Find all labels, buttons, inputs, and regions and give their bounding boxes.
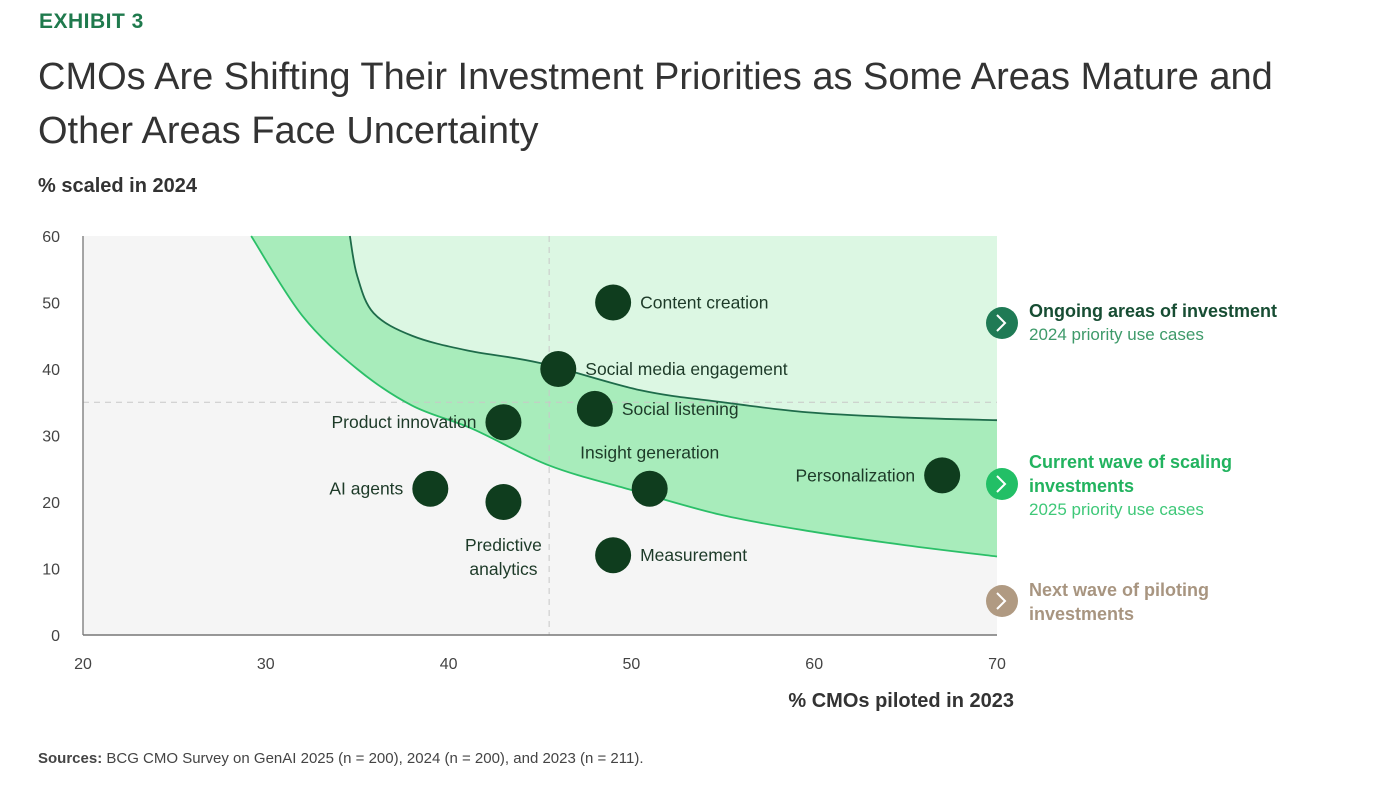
legend-title: Current wave of scaling investments [1029,452,1233,496]
x-tick-label: 70 [988,656,1006,673]
y-tick-label: 10 [42,562,60,579]
y-tick-label: 20 [42,495,60,512]
y-tick-label: 30 [42,429,60,446]
x-tick-label: 40 [440,656,458,673]
legend-item-next: Next wave of piloting investments [1029,578,1249,626]
x-tick-label: 50 [623,656,641,673]
chevron-right-icon [996,475,1007,493]
source-note: Sources: BCG CMO Survey on GenAI 2025 (n… [38,750,644,767]
data-point [631,470,668,507]
data-label: Content creation [640,293,768,313]
data-label: Social media engagement [585,359,787,379]
y-tick-label: 0 [51,628,60,645]
source-label: Sources: [38,750,103,767]
x-tick-label: 20 [74,656,92,673]
data-label: Predictive analytics [465,535,542,579]
exhibit-label: EXHIBIT 3 [39,10,144,33]
legend-marker [986,585,1018,617]
x-axis-label: % CMOs piloted in 2023 [788,690,1014,712]
data-point [485,484,522,520]
data-label: Personalization [796,465,916,485]
chevron-right-icon [996,592,1007,610]
legend-item-current: Current wave of scaling investments 2025… [1029,450,1269,522]
x-tick-label: 60 [805,656,823,673]
x-tick-label: 30 [257,656,275,673]
y-axis-label: % scaled in 2024 [38,175,197,197]
data-label: Product innovation [331,412,476,432]
source-text: BCG CMO Survey on GenAI 2025 (n = 200), … [106,750,644,767]
chart-title: CMOs Are Shifting Their Investment Prior… [38,56,1273,152]
data-point [595,284,632,321]
data-label: Measurement [640,545,747,565]
data-point [412,470,449,507]
lower-boundary-line [250,235,998,558]
y-tick-label: 50 [42,296,60,313]
data-label: Insight generation [580,443,719,463]
data-point [576,390,613,427]
y-tick-label: 60 [42,229,60,246]
data-point [924,457,961,494]
data-point [485,404,522,441]
legend-title: Next wave of piloting investments [1029,580,1210,624]
legend-item-ongoing: Ongoing areas of investment 2024 priorit… [1029,299,1277,347]
chevron-right-icon [996,314,1007,332]
legend-title: Ongoing areas of investment [1029,301,1278,321]
legend-marker [986,307,1018,339]
data-point [540,351,577,387]
data-label: Social listening [622,399,739,419]
data-point [595,537,632,574]
data-label: AI agents [329,479,403,499]
y-tick-label: 40 [42,362,60,379]
legend-marker [986,468,1018,500]
upper-region [349,236,997,421]
legend-subtitle: 2024 priority use cases [1029,325,1204,344]
legend-subtitle: 2025 priority use cases [1029,500,1204,519]
